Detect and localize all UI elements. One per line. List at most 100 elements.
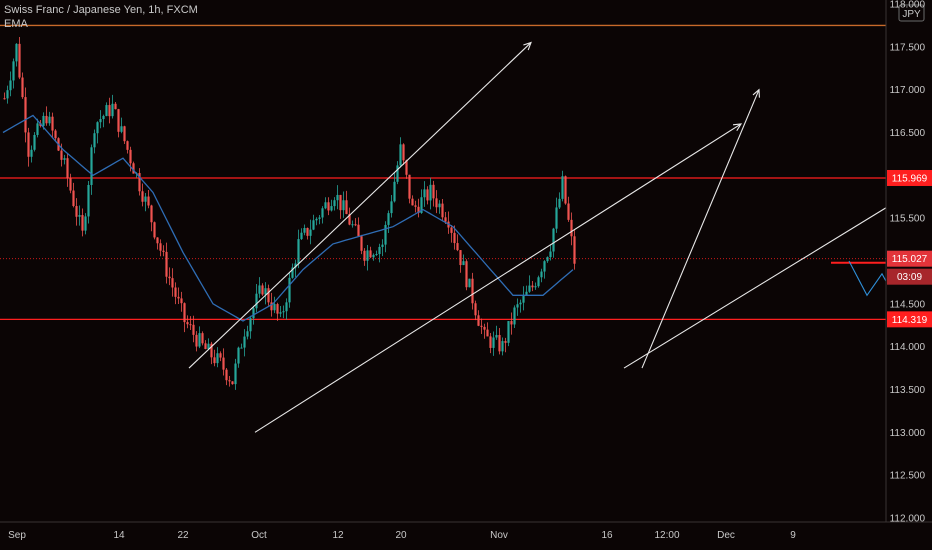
candle xyxy=(540,268,543,283)
candle xyxy=(33,132,36,152)
candle xyxy=(258,277,261,298)
trendline-arrow-3 xyxy=(752,88,760,98)
candle xyxy=(249,315,252,339)
candle xyxy=(303,224,306,236)
trendline-3[interactable] xyxy=(641,89,760,369)
candle xyxy=(480,318,483,335)
x-tick-label: Dec xyxy=(717,530,735,541)
candle xyxy=(312,214,315,231)
candle xyxy=(111,94,114,119)
candle xyxy=(327,197,330,216)
symbol-title[interactable]: Swiss Franc / Japanese Yen, 1h, FXCM xyxy=(4,4,198,16)
candle xyxy=(366,244,369,271)
level-price-tag-0-label: 115.969 xyxy=(892,173,928,184)
candle xyxy=(219,351,222,362)
candle xyxy=(528,275,531,293)
candle xyxy=(519,299,522,313)
candle xyxy=(48,111,51,126)
candle xyxy=(171,268,174,297)
candle xyxy=(348,207,351,226)
horizontal-levels xyxy=(0,24,886,320)
indicator-label[interactable]: EMA xyxy=(4,18,28,30)
y-tick-label: 113.500 xyxy=(890,385,926,396)
candle xyxy=(78,205,81,226)
candle xyxy=(471,272,474,310)
candle xyxy=(54,129,57,141)
candle xyxy=(513,305,516,329)
candle xyxy=(462,254,465,266)
candle xyxy=(561,170,564,202)
candle xyxy=(411,195,414,206)
x-tick-label: 16 xyxy=(601,530,613,541)
candle xyxy=(498,328,501,355)
ema-line[interactable] xyxy=(2,114,574,322)
candle xyxy=(183,302,186,333)
candle xyxy=(27,127,30,167)
candle xyxy=(204,340,207,350)
candle xyxy=(363,248,366,266)
candle xyxy=(558,192,561,209)
level-price-tag-1-label: 114.319 xyxy=(892,315,928,326)
candle xyxy=(96,121,99,144)
candle xyxy=(120,117,123,134)
candle xyxy=(492,331,495,356)
candle xyxy=(201,331,204,346)
candle xyxy=(375,250,378,256)
candle xyxy=(240,343,243,349)
candle xyxy=(477,310,480,327)
candle xyxy=(255,283,258,313)
candle xyxy=(546,256,549,263)
candle xyxy=(405,159,408,179)
candle xyxy=(501,337,504,356)
trendline-2[interactable] xyxy=(623,137,932,369)
candle xyxy=(339,194,342,219)
candle xyxy=(195,331,198,352)
candle xyxy=(276,302,279,321)
x-tick-label: Oct xyxy=(251,530,267,541)
level-price-tag-1 xyxy=(887,311,932,328)
candle xyxy=(126,140,129,154)
candle xyxy=(570,212,573,246)
candle xyxy=(390,195,393,218)
candles xyxy=(3,36,576,390)
currency-badge-label: JPY xyxy=(902,9,921,20)
candle xyxy=(192,315,195,343)
candle xyxy=(51,112,54,139)
candle xyxy=(114,102,117,110)
candle xyxy=(228,376,231,387)
candle xyxy=(150,204,153,232)
candle xyxy=(84,213,87,235)
candle xyxy=(189,316,192,330)
candle xyxy=(75,198,78,226)
candle xyxy=(378,243,381,263)
y-tick-label: 118.000 xyxy=(890,0,926,11)
candle xyxy=(321,206,324,224)
candle xyxy=(177,287,180,305)
x-tick-label: Sep xyxy=(8,530,26,541)
candle xyxy=(123,125,126,145)
candle xyxy=(273,296,276,314)
candle xyxy=(300,228,303,240)
candle xyxy=(465,259,468,291)
candle xyxy=(243,329,246,357)
trendline-0[interactable] xyxy=(188,42,532,369)
candle xyxy=(72,182,75,208)
candle xyxy=(318,214,321,225)
candle xyxy=(168,267,171,286)
x-tick-label: 14 xyxy=(113,530,125,541)
countdown-tag-label: 03:09 xyxy=(897,272,922,283)
candle xyxy=(432,180,435,207)
x-tick-label: 22 xyxy=(177,530,189,541)
x-tick-label: 12 xyxy=(332,530,344,541)
candle xyxy=(354,218,357,227)
candle xyxy=(141,183,144,207)
candle xyxy=(93,129,96,154)
candle xyxy=(12,58,15,89)
currency-badge xyxy=(898,4,925,22)
candle xyxy=(543,260,546,279)
candle xyxy=(426,186,429,205)
trendline-1[interactable] xyxy=(254,123,742,433)
candle xyxy=(261,283,264,296)
